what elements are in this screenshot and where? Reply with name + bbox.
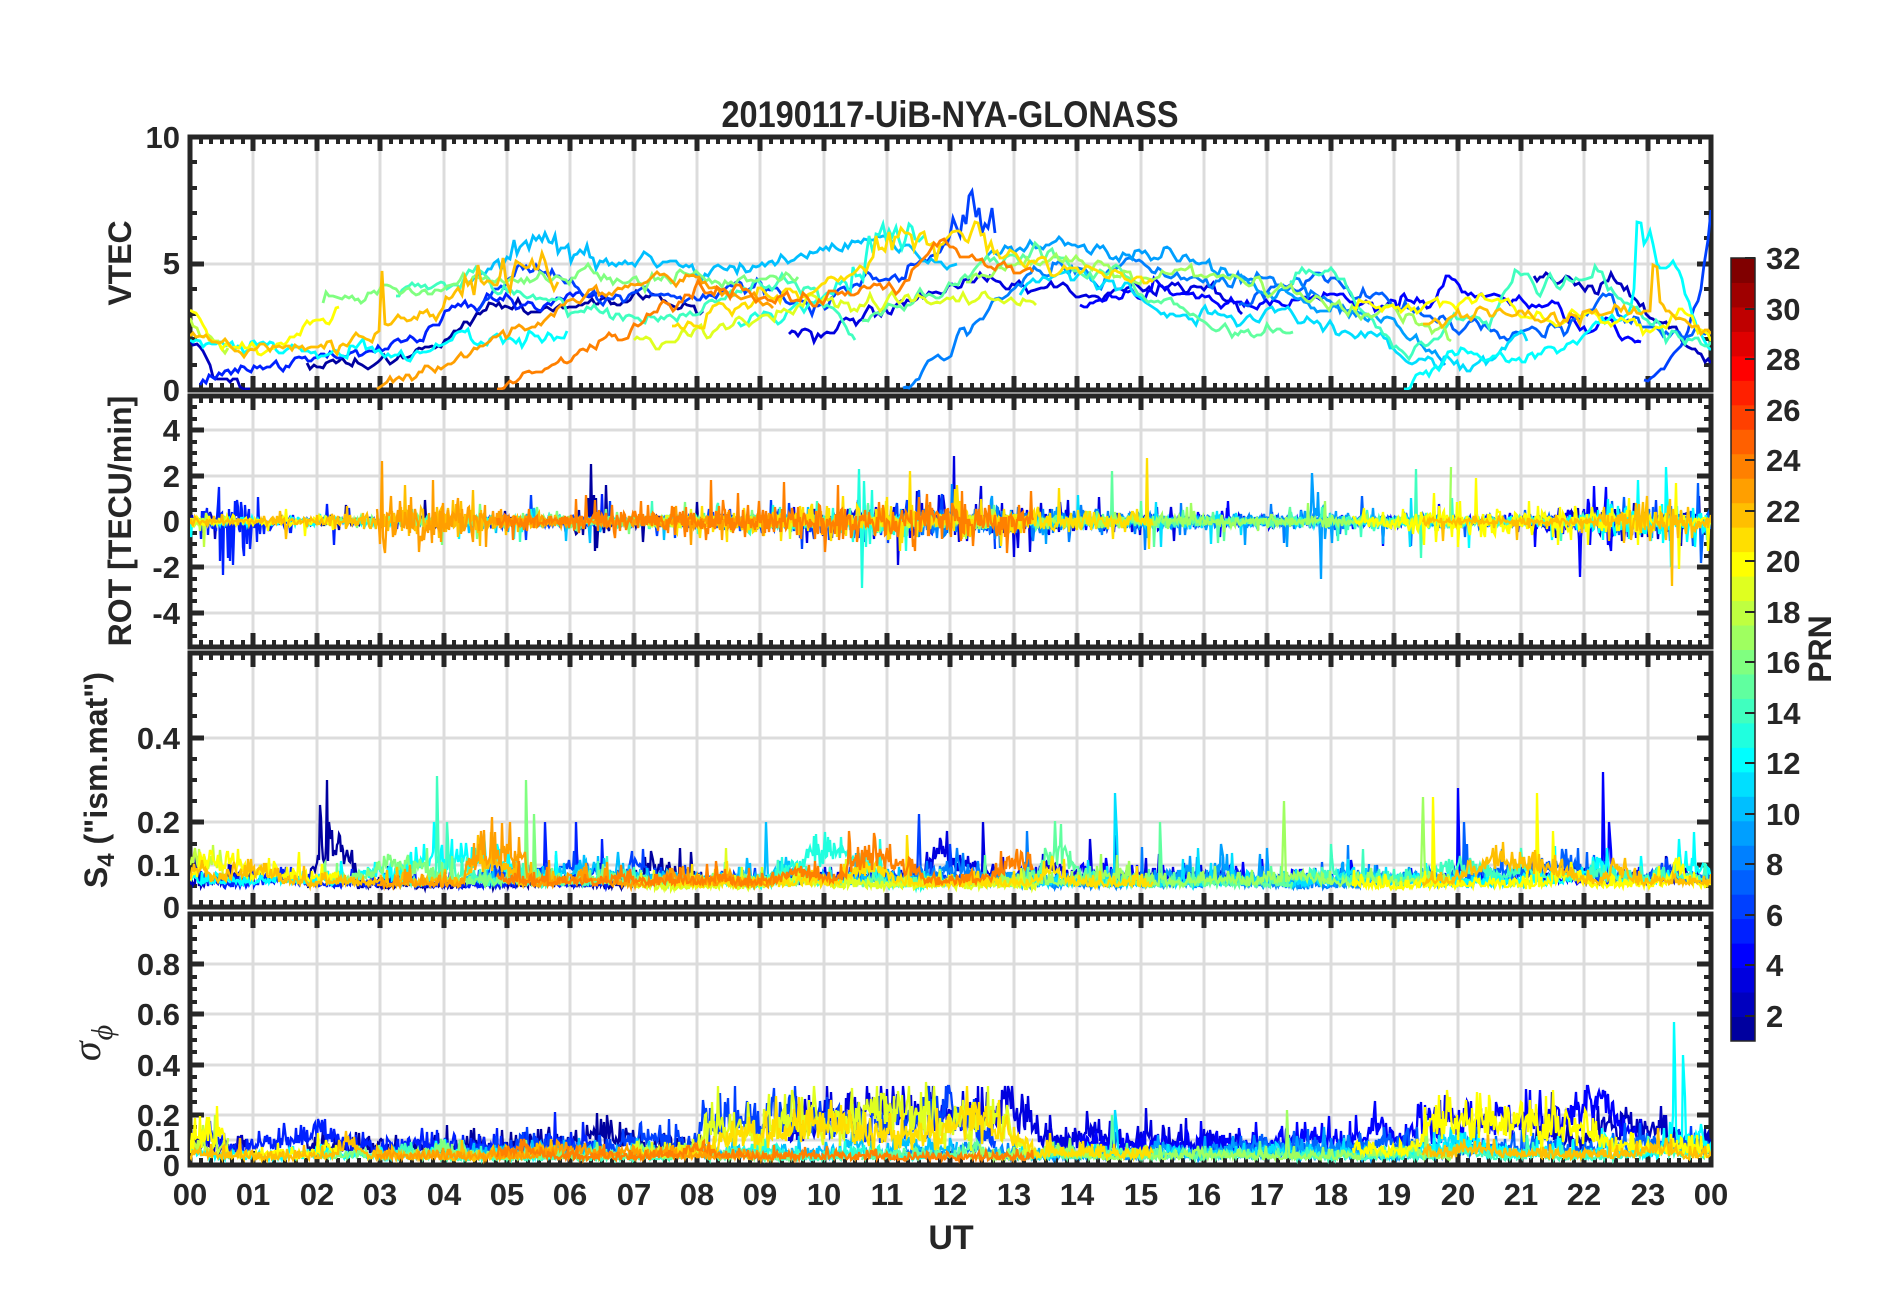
svg-text:12: 12 — [1766, 746, 1800, 781]
svg-text:32: 32 — [1766, 241, 1800, 276]
svg-text:20: 20 — [1441, 1177, 1475, 1212]
svg-text:11: 11 — [871, 1177, 904, 1212]
svg-text:12: 12 — [933, 1177, 967, 1212]
svg-text:08: 08 — [680, 1177, 714, 1212]
svg-text:10: 10 — [807, 1177, 841, 1212]
svg-text:PRN: PRN — [1802, 615, 1838, 683]
svg-text:0.6: 0.6 — [137, 997, 180, 1032]
svg-text:0: 0 — [163, 504, 180, 539]
svg-text:2: 2 — [163, 459, 180, 494]
svg-text:04: 04 — [427, 1177, 462, 1212]
svg-text:0.1: 0.1 — [137, 848, 180, 883]
svg-text:22: 22 — [1567, 1177, 1601, 1212]
svg-text:02: 02 — [300, 1177, 334, 1212]
svg-text:0.4: 0.4 — [137, 721, 181, 756]
svg-text:21: 21 — [1504, 1177, 1538, 1212]
svg-text:10: 10 — [146, 120, 180, 155]
svg-text:10: 10 — [1766, 797, 1800, 832]
svg-text:03: 03 — [363, 1177, 397, 1212]
svg-text:VTEC: VTEC — [102, 220, 138, 305]
svg-text:07: 07 — [617, 1177, 651, 1212]
svg-text:0.2: 0.2 — [137, 1098, 180, 1133]
svg-text:ROT [TECU/min]: ROT [TECU/min] — [102, 396, 138, 647]
svg-text:16: 16 — [1766, 645, 1800, 680]
svg-text:20190117-UiB-NYA-GLONASS: 20190117-UiB-NYA-GLONASS — [722, 94, 1179, 135]
svg-text:-4: -4 — [152, 596, 180, 631]
svg-text:0.1: 0.1 — [137, 1123, 180, 1158]
svg-text:01: 01 — [236, 1177, 270, 1212]
svg-text:28: 28 — [1766, 342, 1800, 377]
svg-text:0: 0 — [163, 890, 180, 925]
svg-text:0: 0 — [163, 1148, 180, 1183]
svg-text:-2: -2 — [152, 550, 180, 585]
svg-text:0.4: 0.4 — [137, 1048, 181, 1083]
svg-text:19: 19 — [1377, 1177, 1411, 1212]
svg-text:5: 5 — [163, 246, 180, 281]
svg-text:UT: UT — [928, 1219, 974, 1257]
svg-text:18: 18 — [1766, 595, 1800, 630]
svg-text:26: 26 — [1766, 393, 1800, 428]
svg-text:06: 06 — [553, 1177, 587, 1212]
svg-text:20: 20 — [1766, 544, 1800, 579]
svg-text:18: 18 — [1314, 1177, 1348, 1212]
svg-text:15: 15 — [1124, 1177, 1158, 1212]
svg-text:22: 22 — [1766, 494, 1800, 529]
svg-text:8: 8 — [1766, 847, 1783, 882]
svg-text:13: 13 — [997, 1177, 1031, 1212]
svg-text:16: 16 — [1187, 1177, 1221, 1212]
svg-text:30: 30 — [1766, 292, 1800, 327]
svg-text:23: 23 — [1631, 1177, 1665, 1212]
svg-text:0.2: 0.2 — [137, 805, 180, 840]
svg-text:6: 6 — [1766, 898, 1783, 933]
svg-text:0.8: 0.8 — [137, 947, 180, 982]
svg-text:24: 24 — [1766, 443, 1801, 478]
svg-text:00: 00 — [173, 1177, 207, 1212]
svg-text:09: 09 — [743, 1177, 777, 1212]
svg-text:2: 2 — [1766, 999, 1783, 1034]
svg-text:14: 14 — [1060, 1177, 1095, 1212]
svg-text:0: 0 — [163, 373, 180, 408]
svg-text:17: 17 — [1250, 1177, 1284, 1212]
svg-text:14: 14 — [1766, 696, 1801, 731]
svg-text:00: 00 — [1694, 1177, 1728, 1212]
svg-text:4: 4 — [1766, 948, 1784, 983]
svg-text:4: 4 — [163, 413, 181, 448]
svg-text:05: 05 — [490, 1177, 524, 1212]
svg-text:S4 ("ism.mat"): S4 ("ism.mat") — [78, 672, 120, 888]
